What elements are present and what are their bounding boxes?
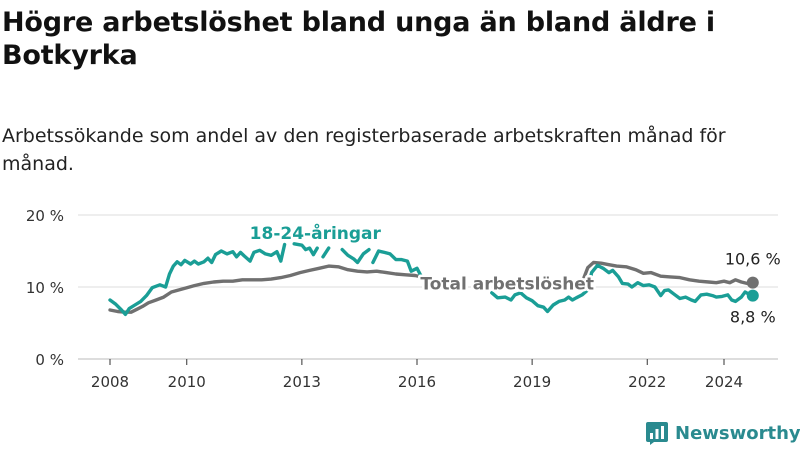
x-tick-label: 2008 [91, 373, 129, 391]
x-tick-label: 2010 [168, 373, 206, 391]
series-label-total: Total arbetslöshet [420, 274, 594, 294]
series-lines: 10,6 % 8,8 % [108, 242, 781, 327]
chart-subtitle: Arbetssökande som andel av den registerb… [2, 125, 726, 175]
line-chart: 0 % 10 % 20 % 2008 2010 2013 2016 2019 2022 2024… [26, 207, 781, 391]
x-axis-ticks: 2008 2010 2013 2016 2019 2022 2024 [91, 359, 743, 391]
series-line-youth [321, 246, 331, 259]
newsworthy-logo[interactable]: Newsworthy [645, 418, 800, 448]
newsworthy-logo-icon [646, 422, 668, 445]
series-end-dot-youth [746, 289, 759, 302]
series-line-youth [371, 249, 433, 283]
x-tick-label: 2024 [705, 373, 743, 391]
series-line-youth [108, 242, 287, 317]
y-axis-ticks: 0 % 10 % 20 % [26, 207, 64, 369]
series-line-youth [292, 242, 319, 257]
x-tick-label: 2022 [628, 373, 666, 391]
series-end-dot-total [746, 276, 759, 289]
y-tick-label: 20 % [26, 207, 64, 225]
x-tick-label: 2016 [398, 373, 436, 391]
x-tick-label: 2013 [283, 373, 321, 391]
chart-title: Högre arbetslöshet bland unga än bland ä… [2, 7, 715, 71]
series-line-youth [340, 247, 371, 265]
brand-name: Newsworthy [675, 422, 800, 444]
y-tick-label: 10 % [26, 279, 64, 297]
series-end-label-total: 10,6 % [725, 250, 781, 269]
y-tick-label: 0 % [35, 351, 64, 369]
x-tick-label: 2019 [513, 373, 551, 391]
series-end-label-youth: 8,8 % [730, 308, 776, 327]
series-line-total [580, 260, 755, 286]
series-line-youth [490, 263, 755, 314]
annotations: 18-24-åringar Total arbetslöshet [247, 220, 596, 297]
series-line-total [108, 264, 433, 314]
series-label-youth: 18-24-åringar [250, 222, 382, 244]
